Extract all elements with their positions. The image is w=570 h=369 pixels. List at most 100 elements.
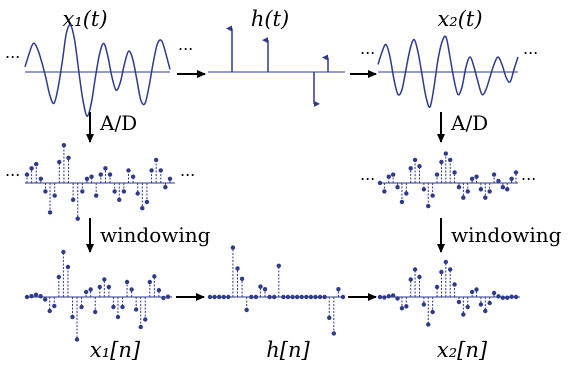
x1-sampled-sample-dot [47,210,53,215]
x2-windowed-sample-dot [417,274,422,280]
x2-windowed-sample-dot [483,308,488,314]
x1-sampled-sample-dot [163,185,168,190]
x2-windowed-sample-dot [399,306,405,311]
x1-windowed-sample-dot [52,303,57,309]
x2-sampled-sample-dot [377,180,383,186]
x1-continuous-waveform [24,24,171,117]
h-discrete-sample-dot [340,294,346,300]
x1-windowed-sample-dot [115,314,121,320]
h-continuous-plot [208,25,345,107]
h-discrete-sample-dot [216,294,222,300]
label-h-t: h(t) [251,7,289,31]
x1-t-ellipsis-left: ... [5,43,20,62]
h-discrete-sample-dot [230,245,236,250]
x1-windowed-sample-dot [29,293,34,299]
h-discrete-stems [207,245,346,336]
x2-windowed-sample-dot [461,312,466,317]
label-x1-n: x₁[n] [90,338,141,362]
x2-sampled-sample-dot [483,195,488,200]
x2-sampled-stems [377,151,519,209]
x1-windowed-sample-dot [133,307,139,312]
x1-windowed-sample-dot [56,274,62,280]
x1-sampled-sample-dot [84,176,90,181]
x2-windowed-sample-dot [491,290,497,296]
x2-sampled-sample-dot [443,151,449,156]
x2-windowed-sample-dot [426,322,431,327]
x2-windowed-sample-dot [478,302,484,307]
x2-windowed-sample-dot [412,267,418,272]
x1-sampled-plot: ... ... [5,143,195,221]
x2-sampled-sample-dot [399,199,405,205]
x1-sampled-sample-dot [61,143,67,148]
x2-sampled-sample-dot [500,185,506,190]
x2-sampled-ellipsis-right: ... [521,165,536,184]
label-windowing-right: windowing [451,223,562,247]
h-discrete-sample-dot [322,294,327,300]
label-h-n: h[n] [266,338,310,362]
x1-continuous-plot: ... ... [5,24,193,117]
x1-sampled-sample-dot [80,189,85,194]
x1-sampled-sample-dot [149,168,154,173]
h-discrete-sample-dot [327,315,332,320]
x2-windowed-sample-dot [456,299,462,305]
x2-windowed-sample-dot [434,284,440,290]
x2-windowed-sample-dot [447,267,453,272]
h-t-impulses [226,25,329,107]
x2-windowed-sample-dot [377,294,383,300]
x1-sampled-ellipsis-right: ... [180,161,195,180]
x2-sampled-plot: ... ... [360,151,536,209]
x2-t-ellipsis-left: ... [360,39,375,58]
h-discrete-sample-dot [258,284,263,289]
x2-windowed-sample-dot [469,289,475,295]
x1-sampled-sample-dot [117,197,122,202]
x1-sampled-sample-dot [75,216,80,221]
x1-windowed-plot [24,249,172,342]
x2-windowed-stems [377,259,519,327]
x1-sampled-ellipsis-left: ... [5,161,20,180]
x2-sampled-sample-dot [478,187,484,192]
h-discrete-sample-dot [235,266,240,271]
x1-sampled-sample-dot [52,193,57,198]
x2-windowed-sample-dot [496,294,501,299]
h-discrete-sample-dot [281,294,286,300]
x2-windowed-sample-dot [474,287,479,292]
h-discrete-sample-dot [299,294,304,300]
label-x2-n: x₂[n] [437,338,488,362]
x1-sampled-sample-dot [135,191,140,196]
x1-sampled-sample-dot [29,166,34,171]
x1-windowed-sample-dot [124,279,130,285]
x2-sampled-sample-dot [417,164,422,169]
x1-sampled-sample-dot [38,176,44,181]
x2-windowed-plot [377,259,520,327]
h-discrete-sample-dot [272,294,277,300]
x1-windowed-stems [24,249,171,342]
h-discrete-sample-dot [253,294,259,300]
h-discrete-sample-dot [331,331,337,336]
x2-continuous-plot: ... ... [360,35,538,109]
x2-sampled-sample-dot [386,174,391,179]
x2-sampled-sample-dot [456,185,462,190]
h-discrete-sample-dot [249,294,254,300]
h-discrete-sample-dot [262,287,268,292]
x2-sampled-sample-dot [404,191,409,196]
x2-windowed-sample-dot [500,295,506,300]
x1-sampled-sample-dot [121,189,127,194]
x2-sampled-sample-dot [395,185,400,190]
x1-windowed-sample-dot [152,274,157,279]
label-ad-left: A/D [99,111,137,135]
x2-windowed-sample-dot [487,300,492,306]
x2-windowed-sample-dot [386,294,391,299]
x1-windowed-sample-dot [111,304,116,310]
x2-sampled-sample-dot [408,166,413,171]
x2-windowed-sample-dot [404,304,409,309]
x2-sampled-sample-dot [390,172,396,177]
x1-windowed-sample-dot [70,314,75,320]
h-discrete-sample-dot [294,294,300,300]
x1-sampled-sample-dot [126,168,131,173]
x2-continuous-waveform [377,35,519,109]
x1-windowed-sample-dot [138,324,143,330]
x1-windowed-sample-dot [120,304,125,310]
x2-sampled-sample-dot [509,176,514,181]
